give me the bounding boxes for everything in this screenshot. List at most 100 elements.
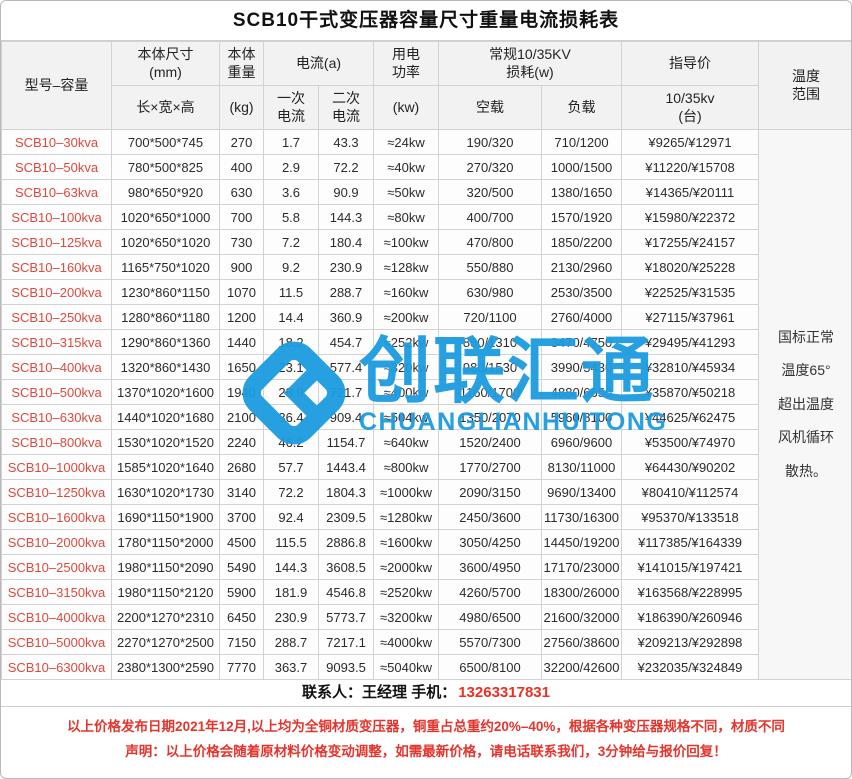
cell-power: ≈1000kw bbox=[373, 479, 439, 505]
table-row: SCB10–1000kva 1585*1020*1640 2680 57.7 1443.… bbox=[1, 454, 852, 480]
cell-secondary-current: 1804.3 bbox=[318, 479, 374, 505]
cell-primary-current: 7.2 bbox=[263, 229, 319, 255]
col-header-temperature: 温度 范围 bbox=[758, 41, 851, 130]
cell-power: ≈252kw bbox=[373, 329, 439, 355]
disclaimer-line-2: 声明：以上价格会随着原材料价格变动调整，如需最新价格，请电话联系我们，3分钟给与… bbox=[125, 744, 727, 759]
cell-weight: 1070 bbox=[219, 279, 264, 305]
cell-price: ¥53500/¥74970 bbox=[621, 429, 759, 455]
cell-dimensions: 2380*1300*2590 bbox=[111, 654, 220, 680]
cell-dimensions: 1630*1020*1730 bbox=[111, 479, 220, 505]
cell-dimensions: 2200*1270*2310 bbox=[111, 604, 220, 630]
cell-secondary-current: 721.7 bbox=[318, 379, 374, 405]
cell-secondary-current: 7217.1 bbox=[318, 629, 374, 655]
table-row: SCB10–1250kva 1630*1020*1730 3140 72.2 1804.… bbox=[1, 479, 852, 505]
cell-secondary-current: 1154.7 bbox=[318, 429, 374, 455]
cell-load-loss: 8130/11000 bbox=[541, 454, 622, 480]
cell-model: SCB10–3150kva bbox=[1, 579, 112, 605]
cell-weight: 270 bbox=[219, 129, 264, 155]
cell-noload-loss: 980/1530 bbox=[438, 354, 542, 380]
cell-noload-loss: 470/800 bbox=[438, 229, 542, 255]
cell-weight: 1440 bbox=[219, 329, 264, 355]
cell-model: SCB10–1000kva bbox=[1, 454, 112, 480]
cell-secondary-current: 72.2 bbox=[318, 154, 374, 180]
col-header-price: 指导价 bbox=[621, 41, 759, 86]
cell-power: ≈100kw bbox=[373, 229, 439, 255]
cell-dimensions: 700*500*745 bbox=[111, 129, 220, 155]
cell-price: ¥232035/¥324849 bbox=[621, 654, 759, 680]
cell-price: ¥35870/¥50218 bbox=[621, 379, 759, 405]
cell-load-loss: 2760/4000 bbox=[541, 304, 622, 330]
cell-power: ≈4000kw bbox=[373, 629, 439, 655]
table-row: SCB10–6300kva 2380*1300*2590 7770 363.7 9093… bbox=[1, 654, 852, 680]
cell-primary-current: 72.2 bbox=[263, 479, 319, 505]
contact-label: 联系人：王经理 手机： bbox=[302, 684, 457, 701]
cell-primary-current: 3.6 bbox=[263, 179, 319, 205]
cell-power: ≈800kw bbox=[373, 454, 439, 480]
cell-power: ≈128kw bbox=[373, 254, 439, 280]
cell-primary-current: 230.9 bbox=[263, 604, 319, 630]
col-header-loss-group: 常规10/35KV 损耗(w) bbox=[438, 41, 622, 86]
cell-power: ≈40kw bbox=[373, 154, 439, 180]
cell-power: ≈24kw bbox=[373, 129, 439, 155]
cell-weight: 630 bbox=[219, 179, 264, 205]
cell-primary-current: 28.9 bbox=[263, 379, 319, 405]
cell-load-loss: 1380/1650 bbox=[541, 179, 622, 205]
disclaimer-box: 以上价格发布日期2021年12月,以上均为全铜材质变压器，铜重占总重约20%–4… bbox=[1, 707, 851, 771]
cell-weight: 2240 bbox=[219, 429, 264, 455]
cell-noload-loss: 880/1310 bbox=[438, 329, 542, 355]
cell-primary-current: 288.7 bbox=[263, 629, 319, 655]
cell-dimensions: 1020*650*1020 bbox=[111, 229, 220, 255]
table-row: SCB10–125kva 1020*650*1020 730 7.2 180.4 ≈100… bbox=[1, 229, 852, 255]
cell-load-loss: 1570/1920 bbox=[541, 204, 622, 230]
cell-load-loss: 1850/2200 bbox=[541, 229, 622, 255]
cell-model: SCB10–125kva bbox=[1, 229, 112, 255]
cell-weight: 700 bbox=[219, 204, 264, 230]
cell-load-loss: 14450/19200 bbox=[541, 529, 622, 555]
cell-load-loss: 17170/23000 bbox=[541, 554, 622, 580]
cell-price: ¥22525/¥31535 bbox=[621, 279, 759, 305]
cell-primary-current: 57.7 bbox=[263, 454, 319, 480]
cell-weight: 2100 bbox=[219, 404, 264, 430]
cell-secondary-current: 230.9 bbox=[318, 254, 374, 280]
cell-model: SCB10–6300kva bbox=[1, 654, 112, 680]
cell-weight: 400 bbox=[219, 154, 264, 180]
cell-price: ¥80410/¥112574 bbox=[621, 479, 759, 505]
table-row: SCB10–315kva 1290*860*1360 1440 18.2 454.7 ≈2… bbox=[1, 329, 852, 355]
cell-model: SCB10–2500kva bbox=[1, 554, 112, 580]
cell-price: ¥15980/¥22372 bbox=[621, 204, 759, 230]
table-row: SCB10–5000kva 2270*1270*2500 7150 288.7 7217… bbox=[1, 629, 852, 655]
cell-model: SCB10–1600kva bbox=[1, 504, 112, 530]
cell-secondary-current: 288.7 bbox=[318, 279, 374, 305]
cell-price: ¥32810/¥45934 bbox=[621, 354, 759, 380]
cell-primary-current: 23.1 bbox=[263, 354, 319, 380]
col-header-model: 型号–容量 bbox=[1, 41, 112, 130]
cell-dimensions: 1690*1150*1900 bbox=[111, 504, 220, 530]
cell-price: ¥209213/¥292898 bbox=[621, 629, 759, 655]
cell-load-loss: 9690/13400 bbox=[541, 479, 622, 505]
cell-weight: 7150 bbox=[219, 629, 264, 655]
cell-noload-loss: 400/700 bbox=[438, 204, 542, 230]
table-row: SCB10–160kva 1165*750*1020 900 9.2 230.9 ≈128… bbox=[1, 254, 852, 280]
cell-primary-current: 5.8 bbox=[263, 204, 319, 230]
table-row: SCB10–100kva 1020*650*1000 700 5.8 144.3 ≈80k… bbox=[1, 204, 852, 230]
table-row: SCB10–2000kva 1780*1150*2000 4500 115.5 2886… bbox=[1, 529, 852, 555]
cell-price: ¥14365/¥20111 bbox=[621, 179, 759, 205]
cell-price: ¥186390/¥260946 bbox=[621, 604, 759, 630]
cell-model: SCB10–5000kva bbox=[1, 629, 112, 655]
cell-primary-current: 9.2 bbox=[263, 254, 319, 280]
cell-primary-current: 11.5 bbox=[263, 279, 319, 305]
cell-noload-loss: 5570/7300 bbox=[438, 629, 542, 655]
cell-power: ≈200kw bbox=[373, 304, 439, 330]
col-header-weight: 本体 重量 bbox=[219, 41, 264, 86]
cell-noload-loss: 1520/2400 bbox=[438, 429, 542, 455]
cell-noload-loss: 4980/6500 bbox=[438, 604, 542, 630]
table-row: SCB10–250kva 1280*860*1180 1200 14.4 360.9 ≈2… bbox=[1, 304, 852, 330]
cell-primary-current: 181.9 bbox=[263, 579, 319, 605]
cell-dimensions: 1370*1020*1600 bbox=[111, 379, 220, 405]
cell-model: SCB10–63kva bbox=[1, 179, 112, 205]
spec-table-body: SCB10–30kva 700*500*745 270 1.7 43.3 ≈24kw 190… bbox=[1, 129, 852, 680]
cell-primary-current: 92.4 bbox=[263, 504, 319, 530]
cell-secondary-current: 2886.8 bbox=[318, 529, 374, 555]
col-header-noload: 空载 bbox=[438, 85, 542, 130]
